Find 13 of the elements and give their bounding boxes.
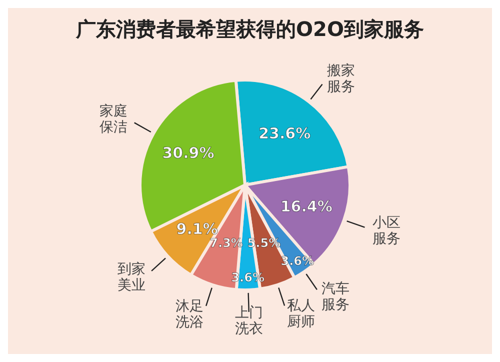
data-label: 30.9% [162,144,214,162]
slice-label: 到家美业 [118,261,146,294]
slice-label: 私人厨师 [287,298,316,330]
slice-label: 上门洗衣 [235,304,264,337]
slice-label: 汽车服务 [322,281,350,314]
data-label: 23.6% [258,124,311,142]
slice-label: 小区服务 [372,214,400,247]
slice-label: 家庭保洁 [99,104,128,136]
chart-title: 广东消费者最希望获得的O2O到家服务 [74,16,425,43]
data-label: 9.1% [176,220,218,238]
slice-label: 沐足洗浴 [176,298,204,330]
data-label: 16.4% [280,198,332,216]
slice-label: 搬家服务 [327,62,356,95]
